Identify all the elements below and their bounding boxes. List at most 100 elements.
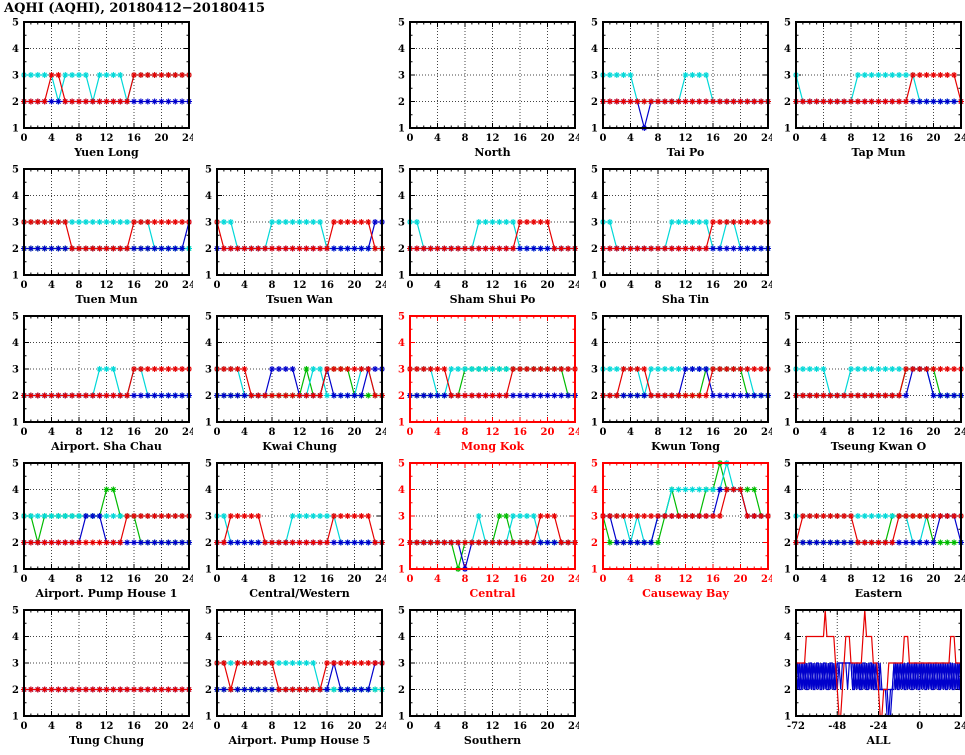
x-tick-label: 20 <box>348 574 362 585</box>
y-tick-label: 4 <box>398 191 405 202</box>
x-tick-label: 4 <box>627 280 634 291</box>
y-tick-label: 4 <box>784 44 791 55</box>
y-tick-label: 3 <box>12 71 19 82</box>
station-chart-tap-mun: 1 2 3 4 5 0 4 8 12 16 20 24 Tap Mun <box>772 15 965 162</box>
y-tick-label: 4 <box>591 485 598 496</box>
x-tick-label: 0 <box>407 427 414 438</box>
y-tick-label: 2 <box>591 97 598 108</box>
x-tick-label: 0 <box>214 721 221 732</box>
chart-title-tung-chung: Tung Chung <box>69 734 144 747</box>
y-tick-label: 3 <box>205 365 212 376</box>
y-tick-label: 1 <box>205 271 212 282</box>
x-tick-label: 24 <box>568 280 579 291</box>
y-tick-label: 2 <box>398 391 405 402</box>
x-tick-label: 4 <box>241 280 248 291</box>
chart-title-tuen-mun: Tuen Mun <box>75 293 137 306</box>
x-tick-label: 8 <box>462 133 469 144</box>
x-tick-label: 12 <box>293 280 307 291</box>
x-tick-label: 12 <box>486 133 500 144</box>
x-tick-label: 16 <box>899 133 913 144</box>
y-tick-label: 2 <box>398 538 405 549</box>
y-tick-label: 3 <box>205 659 212 670</box>
y-tick-label: 5 <box>591 18 598 29</box>
chart-title-sha-tin: Sha Tin <box>662 293 709 306</box>
x-tick-label: 4 <box>627 133 634 144</box>
y-tick-label: 1 <box>398 124 405 135</box>
x-tick-label: 8 <box>655 427 662 438</box>
chart-title-airport-sha-chau: Airport. Sha Chau <box>50 440 162 453</box>
chart-title-sham-shui-po: Sham Shui Po <box>450 293 536 306</box>
page-title: AQHI (AQHI), 20180412−20180415 <box>4 1 266 16</box>
station-chart-mong-kok: 1 2 3 4 5 0 4 8 12 16 20 24 Mong Kok <box>386 309 582 456</box>
y-tick-label: 5 <box>12 165 19 176</box>
x-tick-label: 12 <box>293 574 307 585</box>
x-tick-label: 8 <box>76 574 83 585</box>
station-chart-sha-tin: 1 2 3 4 5 0 4 8 12 16 20 24 Sha Tin <box>579 162 775 309</box>
station-chart-central-western: 1 2 3 4 5 0 4 8 12 16 20 24 Central/Western <box>193 456 389 603</box>
y-tick-label: 3 <box>12 365 19 376</box>
y-tick-label: 3 <box>398 365 405 376</box>
x-tick-label: 16 <box>127 133 141 144</box>
y-tick-label: 5 <box>398 606 405 617</box>
x-tick-label: 16 <box>320 427 334 438</box>
y-tick-label: 5 <box>12 18 19 29</box>
x-tick-label: 24 <box>954 427 965 438</box>
station-chart-yuen-long: 1 2 3 4 5 0 4 8 12 16 20 24 Yuen Long <box>0 15 196 162</box>
station-chart-tuen-mun: 1 2 3 4 5 0 4 8 12 16 20 24 Tuen Mun <box>0 162 196 309</box>
x-tick-label: 12 <box>100 721 114 732</box>
y-tick-label: 5 <box>784 18 791 29</box>
x-tick-label: 20 <box>927 133 941 144</box>
station-chart-central: 1 2 3 4 5 0 4 8 12 16 20 24 Central <box>386 456 582 603</box>
x-tick-label: 8 <box>76 721 83 732</box>
x-tick-label: 4 <box>241 427 248 438</box>
y-tick-label: 1 <box>205 712 212 723</box>
y-tick-label: 1 <box>12 712 19 723</box>
y-tick-label: 1 <box>398 271 405 282</box>
x-tick-label: 8 <box>848 427 855 438</box>
y-tick-label: 1 <box>398 712 405 723</box>
x-tick-label: 20 <box>541 133 555 144</box>
x-tick-label: 24 <box>375 427 386 438</box>
chart-title-tai-po: Tai Po <box>667 146 705 159</box>
station-chart-causeway-bay: 1 2 3 4 5 0 4 8 12 16 20 24 Causeway Bay <box>579 456 775 603</box>
x-tick-label: 0 <box>600 280 607 291</box>
x-tick-label: 4 <box>820 133 827 144</box>
y-tick-label: 4 <box>591 191 598 202</box>
x-tick-label: 8 <box>848 133 855 144</box>
x-tick-label: 20 <box>348 427 362 438</box>
x-tick-label: 20 <box>155 574 169 585</box>
x-tick-label: 4 <box>434 574 441 585</box>
station-chart-north: 1 2 3 4 5 0 4 8 12 16 20 24 North <box>386 15 582 162</box>
x-tick-label: -48 <box>828 721 846 732</box>
y-tick-label: 3 <box>591 218 598 229</box>
y-tick-label: 2 <box>398 244 405 255</box>
x-tick-label: 16 <box>899 427 913 438</box>
y-tick-label: 4 <box>205 338 212 349</box>
x-tick-label: 12 <box>872 133 886 144</box>
y-tick-label: 2 <box>205 244 212 255</box>
y-tick-label: 1 <box>205 418 212 429</box>
y-tick-label: 2 <box>12 538 19 549</box>
y-tick-label: 5 <box>398 18 405 29</box>
y-tick-label: 1 <box>12 271 19 282</box>
x-tick-label: 24 <box>954 133 965 144</box>
y-tick-label: 2 <box>205 391 212 402</box>
x-tick-label: 8 <box>848 574 855 585</box>
y-tick-label: 2 <box>398 97 405 108</box>
chart-grid: 1 2 3 4 5 0 4 8 12 16 20 24 Yuen Long 1 2 3 4 5 0 4 8 12 16 20 2… <box>0 15 965 750</box>
chart-title-central-western: Central/Western <box>249 587 349 600</box>
x-tick-label: 16 <box>320 574 334 585</box>
y-tick-label: 4 <box>398 632 405 643</box>
x-tick-label: 0 <box>214 280 221 291</box>
y-tick-label: 5 <box>591 459 598 470</box>
y-tick-label: 2 <box>205 685 212 696</box>
